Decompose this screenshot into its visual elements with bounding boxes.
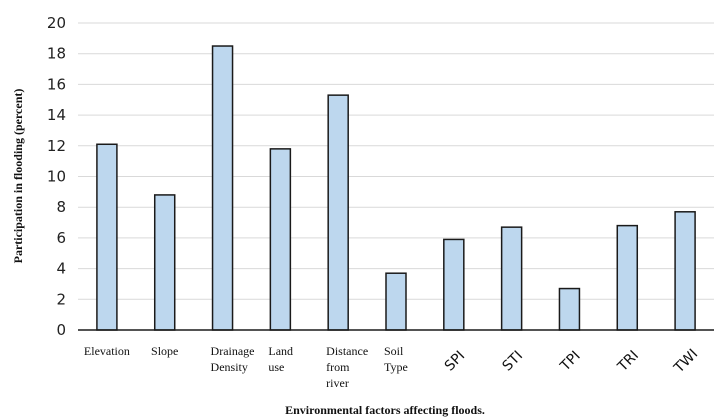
y-axis-title: Participation in flooding (percent) bbox=[11, 89, 25, 264]
y-tick-label: 8 bbox=[56, 198, 66, 216]
bar bbox=[559, 289, 579, 330]
x-category-label: TPI bbox=[557, 348, 584, 375]
x-category-label: TRI bbox=[614, 348, 642, 376]
x-category-label: Soil Type bbox=[384, 344, 408, 374]
x-category-label: Distance from river bbox=[326, 344, 368, 390]
x-category-label: SPI bbox=[442, 348, 468, 374]
x-category-labels: Elevation Slope Drainage Density Land use Dist… bbox=[84, 344, 701, 390]
bar bbox=[155, 195, 175, 330]
bar bbox=[328, 95, 348, 330]
y-tick-label: 2 bbox=[56, 290, 66, 308]
x-category-label: STI bbox=[500, 348, 527, 375]
y-tick-label: 16 bbox=[47, 75, 66, 93]
x-category-label: Slope bbox=[151, 344, 178, 358]
bar bbox=[270, 149, 290, 330]
x-category-label: Land use bbox=[268, 344, 293, 374]
y-tick-label: 10 bbox=[47, 168, 66, 186]
y-tick-label: 0 bbox=[56, 321, 66, 339]
y-tick-label: 14 bbox=[47, 106, 66, 124]
y-tick-label: 20 bbox=[47, 14, 66, 32]
y-tick-label: 18 bbox=[47, 45, 66, 63]
bar bbox=[675, 212, 695, 330]
y-tick-labels: 0 2 4 6 8 10 12 14 16 18 20 bbox=[47, 14, 66, 339]
bar bbox=[97, 144, 117, 330]
bar bbox=[444, 239, 464, 330]
bars bbox=[97, 46, 695, 330]
y-tick-label: 4 bbox=[56, 260, 66, 278]
x-axis-title: Environmental factors affecting floods. bbox=[285, 403, 485, 417]
y-tick-label: 12 bbox=[47, 137, 66, 155]
x-category-label: Drainage Density bbox=[211, 344, 255, 374]
bar bbox=[617, 226, 637, 330]
bar bbox=[213, 46, 233, 330]
y-tick-label: 6 bbox=[56, 229, 66, 247]
x-category-label: Elevation bbox=[84, 344, 130, 358]
x-category-label: TWI bbox=[671, 346, 702, 377]
bar bbox=[386, 273, 406, 330]
bar bbox=[502, 227, 522, 330]
